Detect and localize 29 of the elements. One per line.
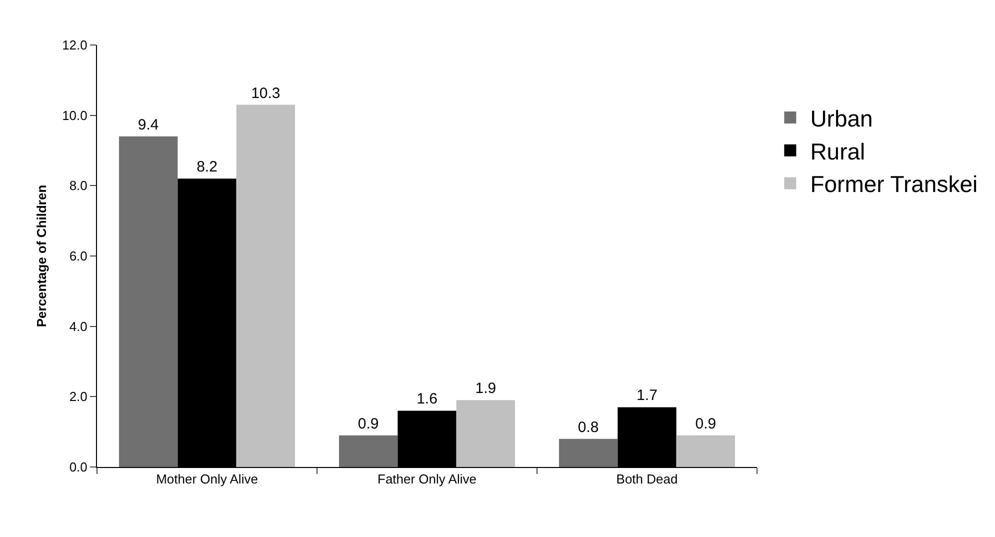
- legend-label: Urban: [810, 105, 873, 132]
- bar: [236, 104, 295, 467]
- data-label: 0.9: [358, 415, 379, 432]
- y-tick-label: 0.0: [69, 460, 88, 475]
- bar: [456, 400, 515, 467]
- bar: [676, 435, 735, 467]
- data-label: 8.2: [196, 158, 218, 176]
- x-tick-label: Both Dead: [616, 472, 678, 487]
- x-tick-label: Mother Only Alive: [156, 472, 258, 487]
- data-label: 1.6: [416, 390, 438, 408]
- data-label: 1.7: [636, 387, 658, 404]
- y-axis-title: Percentage of Children: [34, 184, 50, 328]
- y-tick-label: 4.0: [69, 318, 88, 334]
- data-label: 1.9: [475, 380, 496, 398]
- data-label: 0.9: [695, 415, 716, 432]
- data-label: 9.4: [138, 116, 159, 134]
- y-tick-label: 10.0: [62, 108, 88, 123]
- bar: [339, 435, 398, 467]
- data-label: 0.8: [578, 418, 599, 436]
- data-label: 10.3: [251, 84, 280, 102]
- y-tick-label: 8.0: [69, 178, 88, 194]
- y-tick-label: 2.0: [69, 389, 88, 404]
- y-tick-label: 6.0: [69, 248, 88, 264]
- y-tick-label: 12.0: [62, 38, 88, 53]
- legend-label: Former Transkei: [810, 171, 978, 198]
- x-tick-label: Father Only Alive: [378, 472, 476, 487]
- bar: [119, 136, 178, 467]
- bar: [559, 438, 618, 467]
- legend-label: Rural: [810, 138, 866, 164]
